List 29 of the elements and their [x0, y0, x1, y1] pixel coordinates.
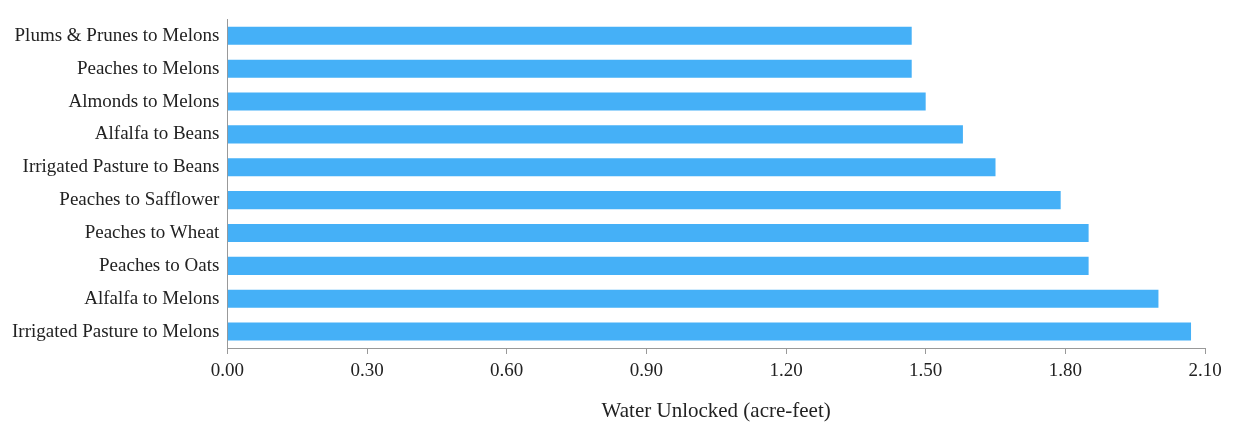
bar	[227, 191, 1061, 210]
y-tick-label: Peaches to Wheat	[84, 220, 221, 242]
y-tick-label: Irrigated Pasture to Melons	[11, 319, 220, 341]
bar	[227, 289, 1159, 308]
bar	[227, 256, 1089, 275]
bar	[227, 59, 912, 78]
x-tick-label: 0.30	[350, 359, 384, 381]
bar	[227, 125, 963, 144]
bar	[227, 223, 1089, 243]
x-tick-label: 0.60	[490, 359, 524, 381]
x-tick-label: 1.20	[769, 359, 803, 381]
y-tick-label: Alfalfa to Beans	[94, 122, 220, 144]
y-tick-label: Alfalfa to Melons	[84, 286, 220, 308]
bar	[227, 92, 926, 111]
x-tick-label: 1.80	[1048, 359, 1082, 381]
x-tick-label: 0.00	[210, 359, 244, 381]
y-tick-label: Peaches to Oats	[99, 253, 220, 275]
x-tick-label: 1.50	[909, 359, 943, 381]
y-tick-label: Almonds to Melons	[68, 89, 220, 111]
y-tick-label: Irrigated Pasture to Beans	[22, 155, 220, 177]
bar	[227, 158, 996, 177]
y-tick-label: Peaches to Melons	[76, 56, 220, 78]
x-tick-label: 0.90	[629, 359, 663, 381]
y-tick-label: Plums & Prunes to Melons	[14, 23, 220, 45]
bar	[227, 322, 1192, 341]
bar	[227, 26, 912, 45]
x-axis-title: Water Unlocked (acre-feet)	[601, 397, 831, 422]
y-tick-label: Peaches to Safflower	[59, 188, 221, 210]
x-tick-label: 2.10	[1188, 359, 1222, 381]
